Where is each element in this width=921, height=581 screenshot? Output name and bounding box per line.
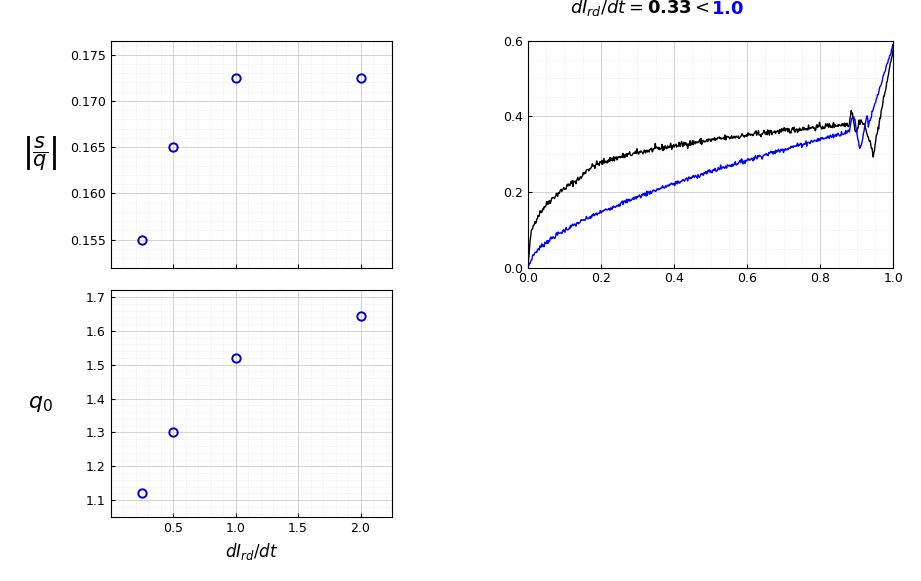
- Text: $\left|\dfrac{s}{q}\right|$: $\left|\dfrac{s}{q}\right|$: [22, 135, 58, 173]
- X-axis label: $dI_{rd}/dt$: $dI_{rd}/dt$: [225, 540, 278, 561]
- Text: $\boldsymbol{q_0}$: $\boldsymbol{q_0}$: [28, 394, 52, 414]
- Text: $dI_{rd}/dt = \mathbf{0.33} < $: $dI_{rd}/dt = \mathbf{0.33} < $: [570, 0, 710, 18]
- Text: $\mathbf{1.0}$: $\mathbf{1.0}$: [710, 0, 743, 18]
